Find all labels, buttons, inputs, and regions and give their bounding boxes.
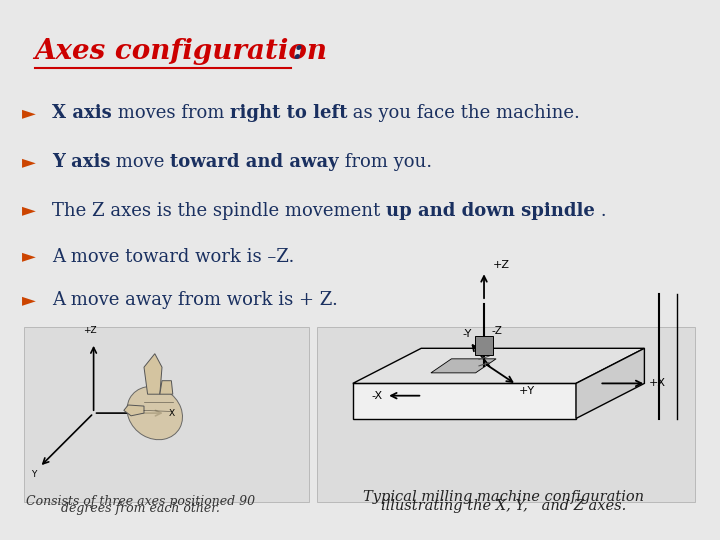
Text: ►: ►: [22, 247, 35, 266]
Polygon shape: [353, 348, 644, 383]
Text: X: X: [169, 409, 176, 417]
Bar: [475, 336, 492, 355]
Text: degrees from each other.: degrees from each other.: [61, 502, 220, 515]
Text: +Z: +Z: [492, 260, 510, 269]
Text: +Z: +Z: [84, 326, 96, 335]
Polygon shape: [431, 359, 496, 373]
Text: ►: ►: [22, 291, 35, 309]
Text: ►: ►: [22, 104, 35, 123]
Text: up and down spindle: up and down spindle: [386, 201, 595, 220]
Text: -Z: -Z: [491, 326, 502, 336]
Polygon shape: [144, 354, 162, 394]
Text: ►: ►: [22, 201, 35, 220]
Text: X axis: X axis: [52, 104, 112, 123]
Text: -Y: -Y: [463, 329, 472, 339]
FancyBboxPatch shape: [317, 327, 695, 502]
Polygon shape: [576, 348, 644, 418]
Text: Axes configuration: Axes configuration: [35, 38, 328, 65]
Text: Consists of three axes positioned 90: Consists of three axes positioned 90: [26, 495, 255, 508]
Text: right to left: right to left: [230, 104, 347, 123]
Ellipse shape: [127, 387, 182, 440]
Text: A move away from work is + Z.: A move away from work is + Z.: [52, 291, 338, 309]
Text: The Z axes: The Z axes: [52, 201, 151, 220]
Text: A move toward work is –Z.: A move toward work is –Z.: [52, 247, 294, 266]
Text: from you.: from you.: [339, 153, 432, 171]
Text: .: .: [595, 201, 606, 220]
Text: toward and away: toward and away: [171, 153, 339, 171]
Polygon shape: [124, 405, 144, 416]
Text: Y axis: Y axis: [52, 153, 110, 171]
Text: move: move: [110, 153, 171, 171]
Text: as you face the machine.: as you face the machine.: [347, 104, 580, 123]
Text: -X: -X: [372, 390, 383, 401]
Text: ►: ►: [22, 153, 35, 171]
Bar: [353, 383, 576, 418]
Text: +X: +X: [649, 379, 665, 388]
Text: :: :: [292, 38, 302, 65]
FancyBboxPatch shape: [24, 327, 309, 502]
Text: Typical milling machine configuration: Typical milling machine configuration: [364, 490, 644, 504]
Polygon shape: [160, 381, 173, 394]
Text: +Y: +Y: [518, 386, 535, 396]
Text: illustrating the X, Y,   and Z axes.: illustrating the X, Y, and Z axes.: [382, 499, 626, 513]
Text: is the spindle movement: is the spindle movement: [151, 201, 386, 220]
Text: Y: Y: [31, 470, 36, 479]
Text: moves from: moves from: [112, 104, 230, 123]
